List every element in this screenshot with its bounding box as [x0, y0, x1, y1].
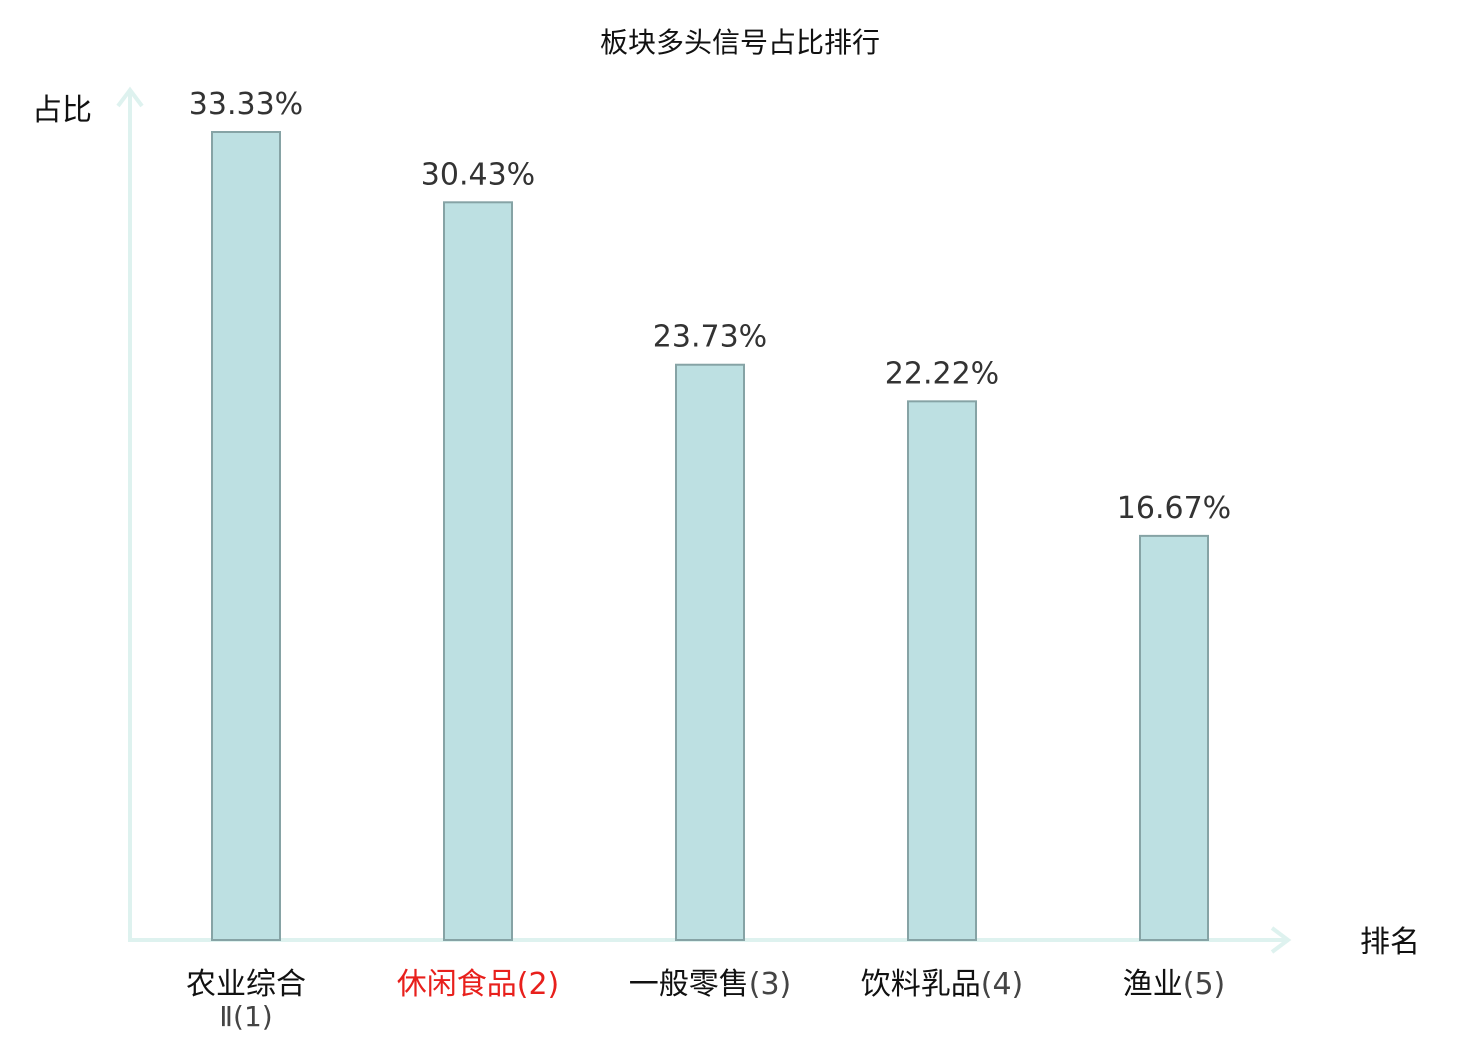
category-rank-3: (3)	[749, 967, 792, 1002]
value-label-5: 16.67%	[1117, 491, 1231, 526]
category-label-3: 一般零售(3)	[629, 967, 792, 1002]
category-label-1-line2: Ⅱ(1)	[219, 1000, 272, 1033]
y-axis-label: 占比	[32, 93, 92, 128]
bar-2	[443, 201, 513, 941]
category-name-2: 休闲食品	[397, 967, 517, 1002]
category-label-4: 饮料乳品(4)	[861, 967, 1024, 1002]
value-label-3: 23.73%	[653, 320, 767, 355]
chart-title: 板块多头信号占比排行	[600, 26, 880, 59]
category-rank-5: (5)	[1183, 967, 1226, 1002]
x-axis-label: 排名	[1360, 925, 1420, 960]
bar-3	[675, 363, 745, 941]
x-axis-arrow	[1270, 926, 1292, 954]
category-rank-2: (2)	[517, 967, 560, 1002]
category-label-2: 休闲食品(2)	[397, 967, 560, 1002]
bar-5	[1139, 534, 1209, 941]
y-axis	[116, 86, 144, 940]
category-name-5: 渔业	[1123, 967, 1183, 1002]
category-name-4: 饮料乳品	[861, 967, 981, 1002]
category-labels-group: Ⅱ(1)农业综合 休闲食品(2) 一般零售(3) 饮料乳品(4) 渔业(5)	[186, 967, 1225, 1033]
category-name-3: 一般零售	[629, 967, 749, 1002]
y-axis-arrow	[116, 86, 144, 108]
category-label-5: 渔业(5)	[1123, 967, 1226, 1002]
value-label-2: 30.43%	[421, 157, 535, 192]
category-label-1: 农业综合	[186, 967, 306, 1002]
bar-1	[211, 131, 281, 941]
bar-4	[907, 400, 977, 942]
bars-group	[211, 131, 1209, 942]
category-rank-4: (4)	[981, 967, 1024, 1002]
value-labels-group: 33.33% 30.43% 23.73% 22.22% 16.67%	[189, 87, 1231, 526]
value-label-4: 22.22%	[885, 356, 999, 391]
value-label-1: 33.33%	[189, 87, 303, 122]
